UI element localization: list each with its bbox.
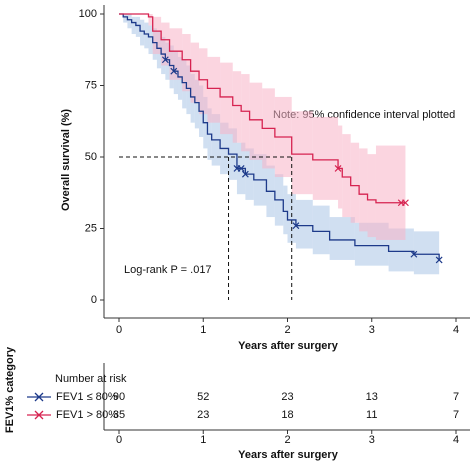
x-tick-label: 1 xyxy=(200,324,206,336)
ci-band xyxy=(135,16,141,37)
at-risk-count: 7 xyxy=(453,409,459,421)
ci-band xyxy=(148,25,153,55)
y-tick-label: 100 xyxy=(79,8,97,20)
ci-band xyxy=(140,19,145,46)
ci-band xyxy=(359,148,368,232)
ci-band xyxy=(194,79,200,129)
risk-x-tick-label: 3 xyxy=(369,434,375,446)
risk-x-tick-label: 2 xyxy=(284,434,290,446)
ci-band xyxy=(144,22,149,49)
ci-band xyxy=(152,16,162,55)
y-tick-label: 0 xyxy=(91,294,97,306)
censor-mark xyxy=(161,56,169,64)
ci-band xyxy=(312,205,330,255)
ci-band xyxy=(127,14,132,29)
risk-y-label: FEV1% category xyxy=(4,346,16,433)
ci-band xyxy=(232,71,242,143)
x-tick-label: 2 xyxy=(284,324,290,336)
ci-band xyxy=(190,42,200,103)
survival-line xyxy=(119,13,406,204)
censor-mark xyxy=(410,250,418,258)
ci-band xyxy=(342,134,351,218)
x-axis-label: Years after surgery xyxy=(238,340,339,352)
ci-band xyxy=(148,14,153,26)
at-risk-count: 18 xyxy=(281,409,293,421)
y-tick-label: 50 xyxy=(85,151,97,163)
ci-band xyxy=(367,154,376,238)
censor-mark xyxy=(402,199,409,207)
ci-band xyxy=(249,82,263,160)
at-risk-count: 23 xyxy=(197,409,209,421)
at-risk-count: 7 xyxy=(453,391,459,403)
at-risk-count: 35 xyxy=(113,409,125,421)
censor-mark xyxy=(435,256,443,264)
legend-label: FEV1 ≤ 80% xyxy=(56,391,118,403)
ci-band xyxy=(283,185,288,235)
ci-band xyxy=(220,62,233,135)
legend-marker xyxy=(27,392,51,402)
risk-title: Number at risk xyxy=(55,373,127,385)
ci-band xyxy=(161,22,170,66)
ci-band xyxy=(131,16,136,35)
x-tick-label: 3 xyxy=(369,324,375,336)
ci-band xyxy=(169,28,183,80)
censor-mark xyxy=(170,67,178,75)
at-risk-count: 13 xyxy=(366,391,378,403)
ci-band xyxy=(295,199,313,249)
ci-band xyxy=(291,111,313,195)
survival-line xyxy=(119,13,440,260)
censor-mark xyxy=(292,222,300,230)
risk-x-tick-label: 0 xyxy=(116,434,122,446)
x-axis-label: Years after surgery xyxy=(238,449,339,461)
y-axis-label: Overall survival (%) xyxy=(60,109,72,211)
risk-x-tick-label: 4 xyxy=(453,434,459,446)
ci-band xyxy=(329,217,355,260)
ci-band xyxy=(287,194,296,243)
legend-marker xyxy=(27,410,51,420)
ci-band xyxy=(312,116,339,200)
at-risk-count: 11 xyxy=(366,409,377,421)
x-tick-label: 4 xyxy=(453,324,459,336)
ci-band xyxy=(123,14,128,23)
risk-x-tick-label: 1 xyxy=(200,434,206,446)
censor-mark xyxy=(237,165,245,172)
censor-mark xyxy=(241,170,249,178)
y-tick-label: 25 xyxy=(85,222,97,234)
ci-band xyxy=(241,74,250,152)
censor-mark xyxy=(334,165,342,172)
ci-band xyxy=(413,231,440,275)
ci-band xyxy=(375,145,406,240)
ci-band xyxy=(207,56,221,123)
at-risk-count: 90 xyxy=(113,391,125,403)
ci-band xyxy=(199,48,208,115)
y-tick-label: 75 xyxy=(85,79,97,91)
annotation: Log-rank P = .017 xyxy=(124,264,212,276)
legend-label: FEV1 > 80% xyxy=(56,409,118,421)
x-tick-label: 0 xyxy=(116,324,122,336)
at-risk-count: 23 xyxy=(281,391,293,403)
at-risk-count: 52 xyxy=(197,391,209,403)
ci-band xyxy=(182,34,191,92)
ci-band xyxy=(350,142,360,223)
